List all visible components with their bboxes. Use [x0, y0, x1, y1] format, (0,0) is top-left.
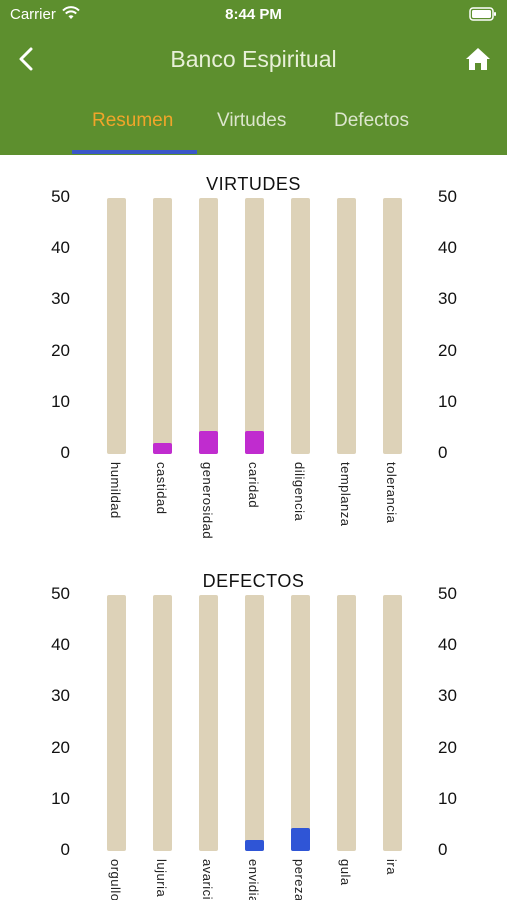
bar-track — [291, 198, 310, 454]
bar-envidia — [245, 839, 264, 851]
tab-defectos[interactable]: Defectos — [334, 110, 409, 131]
y-tick-label-left: 50 — [51, 584, 70, 603]
chart-title: DEFECTOS — [202, 571, 305, 591]
category-label-castidad: castidad — [154, 462, 169, 515]
bar-pereza — [291, 828, 310, 851]
category-label-templanza: templanza — [338, 462, 353, 527]
category-label-humildad: humildad — [108, 462, 123, 519]
y-tick-label-right: 10 — [438, 788, 457, 808]
y-tick-label-left: 30 — [51, 289, 70, 309]
y-tick-label-left: 30 — [51, 686, 70, 706]
bar-track — [337, 198, 356, 454]
bar-track — [245, 595, 264, 851]
y-tick-label-right: 0 — [438, 840, 448, 859]
category-label-envidia: envidia — [246, 859, 261, 900]
bar-track — [245, 198, 264, 454]
y-tick-label-right: 20 — [438, 737, 457, 757]
category-label-diligencia: diligencia — [292, 462, 307, 522]
y-tick-label-left: 0 — [60, 443, 70, 462]
category-label-caridad: caridad — [246, 462, 261, 509]
home-icon[interactable] — [465, 47, 491, 71]
y-tick-label-left: 50 — [51, 187, 70, 206]
bar-generosidad — [199, 431, 218, 454]
category-label-tolerancia: tolerancia — [384, 462, 399, 524]
y-tick-label-right: 20 — [438, 340, 457, 360]
y-tick-label-right: 50 — [438, 584, 457, 603]
y-tick-label-right: 50 — [438, 187, 457, 206]
category-label-avaricia: avaricia — [200, 859, 215, 900]
y-tick-label-right: 30 — [438, 289, 457, 309]
bar-track — [383, 595, 402, 851]
y-tick-label-left: 20 — [51, 737, 70, 757]
bar-track — [383, 198, 402, 454]
battery-icon — [469, 7, 496, 21]
y-tick-label-right: 40 — [438, 238, 457, 258]
y-tick-label-right: 0 — [438, 443, 448, 462]
nav-bar: Banco Espiritual — [0, 36, 507, 86]
status-time: 8:44 PM — [225, 6, 282, 23]
page-title: Banco Espiritual — [170, 46, 337, 72]
category-label-ira: ira — [384, 859, 399, 875]
tab-indicator — [72, 150, 197, 154]
category-label-gula: gula — [338, 859, 353, 886]
y-tick-label-left: 40 — [51, 238, 70, 258]
bar-castidad — [153, 442, 172, 454]
bar-track — [199, 198, 218, 454]
chevron-left-icon[interactable] — [16, 46, 38, 72]
bar-track — [153, 198, 172, 454]
bar-track — [153, 595, 172, 851]
y-tick-label-left: 20 — [51, 340, 70, 360]
chart-title: VIRTUDES — [206, 174, 301, 194]
bar-track — [107, 198, 126, 454]
category-label-pereza: pereza — [292, 859, 307, 900]
bar-track — [199, 595, 218, 851]
y-tick-label-left: 40 — [51, 635, 70, 655]
y-tick-label-right: 40 — [438, 635, 457, 655]
category-label-generosidad: generosidad — [200, 462, 215, 540]
tab-virtudes[interactable]: Virtudes — [217, 110, 287, 131]
bar-track — [107, 595, 126, 851]
category-label-orgullo: orgullo — [108, 859, 123, 900]
bar-track — [337, 595, 356, 851]
tab-resumen[interactable]: Resumen — [92, 110, 174, 131]
carrier-label: Carrier — [10, 6, 56, 23]
y-tick-label-left: 0 — [60, 840, 70, 859]
app-header: Carrier 8:44 PM Banco Espiritual Resumen… — [0, 0, 507, 155]
wifi-icon — [62, 6, 80, 19]
bar-caridad — [245, 431, 264, 454]
category-label-lujuria: lujuria — [154, 859, 169, 898]
y-tick-label-left: 10 — [51, 391, 70, 411]
bar-track — [291, 595, 310, 851]
status-bar: Carrier 8:44 PM — [0, 0, 507, 30]
y-tick-label-right: 10 — [438, 391, 457, 411]
tab-bar: Resumen Virtudes Defectos — [0, 100, 507, 155]
y-tick-label-right: 30 — [438, 686, 457, 706]
y-tick-label-left: 10 — [51, 788, 70, 808]
